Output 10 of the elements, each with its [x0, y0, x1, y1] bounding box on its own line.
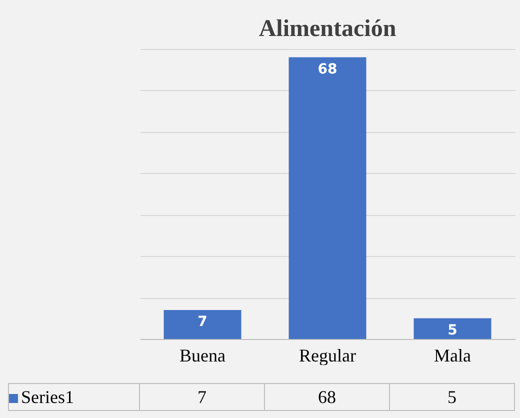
data-label: 7	[140, 384, 264, 410]
chart-title: Alimentación	[258, 16, 396, 42]
legend-label: Series1	[8, 384, 140, 410]
x-tick-label: Buena	[180, 346, 226, 366]
x-tick-label: Mala	[434, 346, 472, 366]
data-label: 5	[390, 384, 514, 410]
text: 7	[198, 314, 208, 330]
text: 5	[448, 322, 458, 338]
text: 68	[318, 61, 338, 78]
data-label: 68	[264, 384, 390, 410]
